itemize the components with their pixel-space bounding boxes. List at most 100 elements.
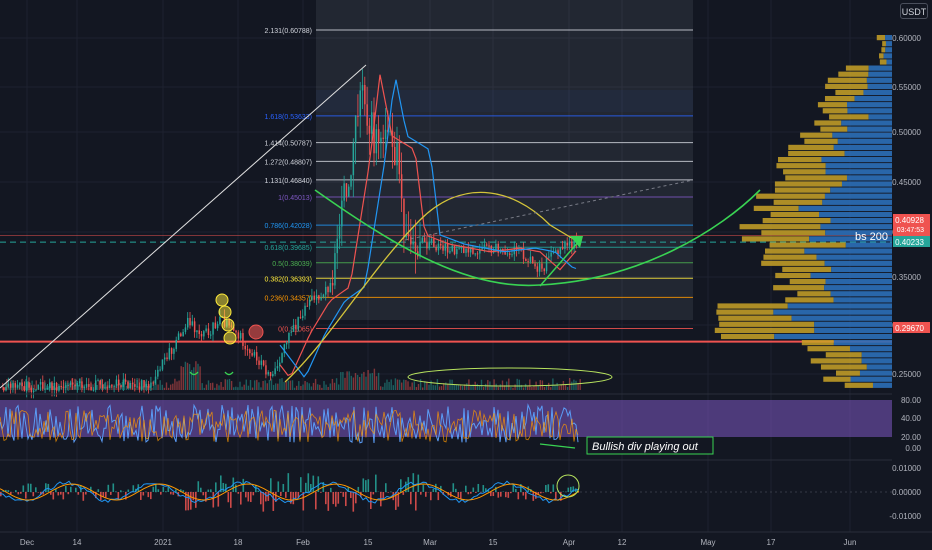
vp-bar-up [741,236,810,242]
fib-label: 1.272(0.48807) [265,159,312,166]
candle-body [525,258,527,262]
macd-bar-group [240,492,242,505]
candle-body [147,383,150,388]
volume-bar [573,379,575,390]
volume-bar [415,387,418,390]
macd-histogram [375,474,377,492]
macd-histogram [535,492,537,499]
macd-histogram [497,492,500,498]
macd-tick: 0.01000 [892,464,921,473]
volume-bar [209,383,212,390]
volume-bar [291,380,294,390]
macd-bar-group [207,489,210,492]
candle-body [23,386,26,392]
macd-histogram [257,490,260,492]
volume-bar [371,373,373,390]
candle-body [341,200,343,227]
macd-histogram [330,487,332,492]
candle-body [453,245,456,255]
macd-histogram [397,492,400,507]
candle-body [426,241,428,249]
vp-bar-down [824,260,892,266]
macd-histogram [150,492,152,500]
macd-bar-group [297,492,300,498]
macd-bar-group [567,487,570,492]
volume-bar [83,387,86,390]
candle-body [389,130,391,133]
candle-body [460,247,463,249]
macd-histogram [290,492,292,504]
vp-bar-down [814,327,892,333]
volume-bar [428,384,430,390]
macd-bar-group [185,492,187,511]
rsi-signal [0,408,579,443]
candle-body [557,250,559,254]
macd-histogram [160,492,162,495]
macd-histogram [102,492,105,498]
volume-bar [543,386,546,390]
candle-body [182,331,184,337]
volume-bar [367,370,369,390]
macd-bar-group [147,492,150,498]
macd-bar-group [425,492,427,497]
currency-badge[interactable]: USDT [900,3,928,19]
candle-body [329,282,332,293]
macd-histogram [540,492,542,494]
vp-bar-up [770,211,820,218]
macd-bar-group [367,479,370,492]
vp-bar-down [825,230,892,236]
macd-histogram [505,492,507,498]
candle-body [345,183,348,197]
marker-yellow [221,318,235,332]
candle-body [405,233,407,238]
candle-body [19,382,21,386]
fib-label: 1.414(0.50787) [265,141,312,148]
macd-histogram [350,492,352,499]
volume-bar [466,383,468,390]
macd-histogram [365,480,367,492]
volume-bar [396,379,399,390]
candle-body [44,388,46,390]
candle-body [371,112,373,134]
candle-body [394,146,396,166]
macd-bar-group [332,492,335,505]
candle-body [527,261,529,263]
macd-histogram [492,492,495,496]
volume-bar [398,379,401,390]
vp-bar-up [825,83,868,89]
vp-bar-down [830,187,892,193]
volume-bar [512,387,514,390]
volume-bar [50,382,52,390]
macd-bar-group [5,489,7,492]
candle-body [272,374,274,377]
macd-bar-group [467,492,470,495]
vp-bar-up [879,59,887,65]
macd-histogram [487,489,490,492]
macd-histogram [555,492,557,500]
macd-bar-group [52,492,55,500]
macd-bar-group [2,490,5,492]
macd-tick: 0.00000 [892,488,921,497]
vp-bar-down [847,108,892,114]
macd-histogram [327,492,330,511]
macd-bar-group [512,484,515,492]
volume-bar [424,381,426,390]
volume-bar [98,380,100,390]
macd-histogram [417,474,420,492]
macd-histogram [260,492,262,505]
candle-body [136,386,138,388]
macd-histogram [282,483,285,492]
vp-bar-down [833,144,892,150]
macd-histogram [302,492,305,511]
fib-label: 1.131(0.46840) [265,178,312,185]
candle-body [564,242,566,249]
macd-histogram [15,490,17,492]
macd-histogram [222,482,225,492]
macd-bar-group [282,483,285,492]
candle-body [152,382,154,384]
candle-body [113,385,115,387]
candle-body [127,381,129,389]
macd-histogram [500,492,502,497]
macd-bar-group [305,482,307,492]
